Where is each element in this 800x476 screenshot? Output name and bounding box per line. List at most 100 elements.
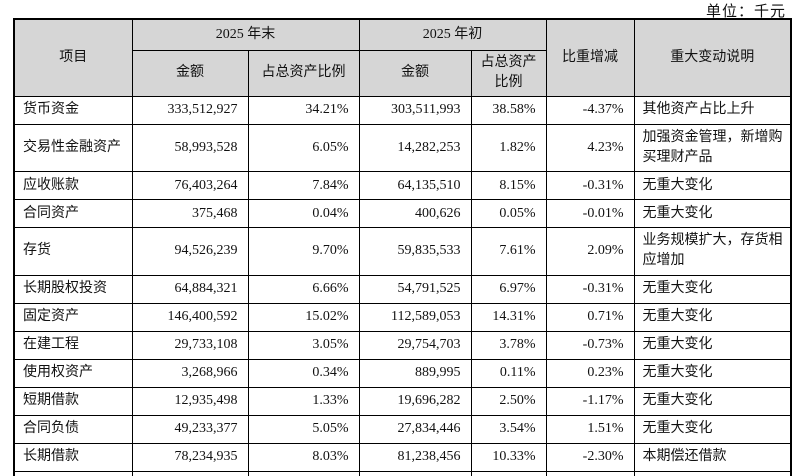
row-change: -0.73% (545, 330, 635, 360)
row-end-ratio: 5.05% (247, 414, 360, 444)
row-begin-ratio: 3.54% (470, 414, 547, 444)
row-end-ratio: 3.05% (247, 330, 360, 360)
table-row: 应收账款 76,403,264 7.84% 64,135,510 8.15% -… (13, 171, 792, 201)
row-end-ratio: 7.84% (247, 171, 360, 201)
row-end-amount: 58,993,528 (131, 123, 249, 173)
row-end-amount: 2,805,081 (131, 470, 249, 476)
row-begin-amount: 889,995 (358, 358, 472, 388)
row-change: -2.30% (545, 442, 635, 472)
header-row-periods: 项目 2025 年末 2025 年初 比重增减 重大变动说明 (13, 18, 792, 97)
table-row: 长期股权投资 64,884,321 6.66% 54,791,525 6.97%… (13, 274, 792, 304)
table-row: 存货 94,526,239 9.70% 59,835,533 7.61% 2.0… (13, 227, 792, 276)
row-begin-ratio: 14.31% (470, 302, 547, 332)
row-item-label: 短期借款 (13, 386, 133, 416)
row-end-amount: 333,512,927 (131, 95, 249, 125)
row-note: 无重大变化 (633, 386, 792, 416)
row-end-ratio: 34.21% (247, 95, 360, 125)
table-row: 合同负债 49,233,377 5.05% 27,834,446 3.54% 1… (13, 414, 792, 444)
row-end-ratio: 6.05% (247, 123, 360, 173)
table-row: 长期借款 78,234,935 8.03% 81,238,456 10.33% … (13, 442, 792, 472)
row-begin-ratio: 38.58% (470, 95, 547, 125)
row-end-ratio: 9.70% (247, 227, 360, 276)
header-ratio-begin: 占总资产比例 (470, 50, 547, 97)
header-amount-end: 金额 (131, 50, 249, 97)
row-begin-amount: 54,791,525 (358, 274, 472, 304)
row-end-ratio: 0.29% (247, 470, 360, 476)
row-change: 4.23% (545, 123, 635, 173)
row-end-amount: 64,884,321 (131, 274, 249, 304)
row-begin-ratio: 0.11% (470, 358, 547, 388)
row-begin-ratio: 6.97% (470, 274, 547, 304)
row-end-ratio: 6.66% (247, 274, 360, 304)
row-end-ratio: 0.34% (247, 358, 360, 388)
row-change: 2.09% (545, 227, 635, 276)
row-begin-ratio: 8.15% (470, 171, 547, 201)
row-item-label: 租赁负债 (13, 470, 133, 476)
row-begin-amount: 59,835,533 (358, 227, 472, 276)
row-note: 加强资金管理，新增购买理财产品 (633, 123, 792, 173)
row-note: 无重大变化 (633, 171, 792, 201)
row-begin-amount: 64,135,510 (358, 171, 472, 201)
row-end-amount: 76,403,264 (131, 171, 249, 201)
header-item: 项目 (13, 18, 133, 97)
header-note: 重大变动说明 (633, 18, 792, 97)
row-change: -0.31% (545, 171, 635, 201)
assets-liabilities-table: 项目 2025 年末 2025 年初 比重增减 重大变动说明 金额 占总资产比例… (13, 18, 792, 476)
row-begin-ratio: 0.05% (470, 199, 547, 229)
row-end-amount: 146,400,592 (131, 302, 249, 332)
row-begin-amount: 81,238,456 (358, 442, 472, 472)
table-row: 货币资金 333,512,927 34.21% 303,511,993 38.5… (13, 95, 792, 125)
header-period-end: 2025 年末 (131, 18, 360, 51)
table-row: 使用权资产 3,268,966 0.34% 889,995 0.11% 0.23… (13, 358, 792, 388)
row-begin-amount: 112,589,053 (358, 302, 472, 332)
row-begin-amount: 303,511,993 (358, 95, 472, 125)
row-begin-amount: 662,814 (358, 470, 472, 476)
row-item-label: 长期借款 (13, 442, 133, 472)
table-header: 项目 2025 年末 2025 年初 比重增减 重大变动说明 金额 占总资产比例… (13, 18, 792, 97)
row-begin-amount: 27,834,446 (358, 414, 472, 444)
row-begin-amount: 19,696,282 (358, 386, 472, 416)
row-begin-amount: 29,754,703 (358, 330, 472, 360)
row-item-label: 货币资金 (13, 95, 133, 125)
row-item-label: 合同负债 (13, 414, 133, 444)
header-row-measures: 金额 占总资产比例 金额 占总资产比例 (14, 50, 791, 97)
row-end-amount: 375,468 (131, 199, 249, 229)
header-period-begin: 2025 年初 (358, 18, 547, 51)
row-begin-ratio: 10.33% (470, 442, 547, 472)
row-note: 本期偿还借款 (633, 442, 792, 472)
row-change: 0.21% (545, 470, 635, 476)
row-note: 无重大变化 (633, 470, 792, 476)
table-row: 在建工程 29,733,108 3.05% 29,754,703 3.78% -… (13, 330, 792, 360)
row-begin-ratio: 2.50% (470, 386, 547, 416)
row-item-label: 存货 (13, 227, 133, 276)
row-begin-amount: 14,282,253 (358, 123, 472, 173)
row-item-label: 固定资产 (13, 302, 133, 332)
row-end-ratio: 8.03% (247, 442, 360, 472)
row-end-ratio: 0.04% (247, 199, 360, 229)
row-change: -0.01% (545, 199, 635, 229)
row-begin-ratio: 3.78% (470, 330, 547, 360)
header-change: 比重增减 (545, 18, 635, 97)
row-change: -4.37% (545, 95, 635, 125)
row-end-ratio: 1.33% (247, 386, 360, 416)
row-change: 1.51% (545, 414, 635, 444)
row-end-ratio: 15.02% (247, 302, 360, 332)
table-row: 短期借款 12,935,498 1.33% 19,696,282 2.50% -… (13, 386, 792, 416)
row-change: 0.23% (545, 358, 635, 388)
row-end-amount: 94,526,239 (131, 227, 249, 276)
row-note: 无重大变化 (633, 302, 792, 332)
row-end-amount: 3,268,966 (131, 358, 249, 388)
row-end-amount: 78,234,935 (131, 442, 249, 472)
row-note: 无重大变化 (633, 358, 792, 388)
row-note: 业务规模扩大，存货相应增加 (633, 227, 792, 276)
row-end-amount: 49,233,377 (131, 414, 249, 444)
header-amount-begin: 金额 (358, 50, 472, 97)
row-begin-amount: 400,626 (358, 199, 472, 229)
table-row: 合同资产 375,468 0.04% 400,626 0.05% -0.01% … (13, 199, 792, 229)
unit-label: 单位：千元 (705, 4, 786, 20)
row-end-amount: 12,935,498 (131, 386, 249, 416)
row-change: -0.31% (545, 274, 635, 304)
table-row: 租赁负债 2,805,081 0.29% 662,814 0.08% 0.21%… (13, 470, 792, 476)
row-end-amount: 29,733,108 (131, 330, 249, 360)
